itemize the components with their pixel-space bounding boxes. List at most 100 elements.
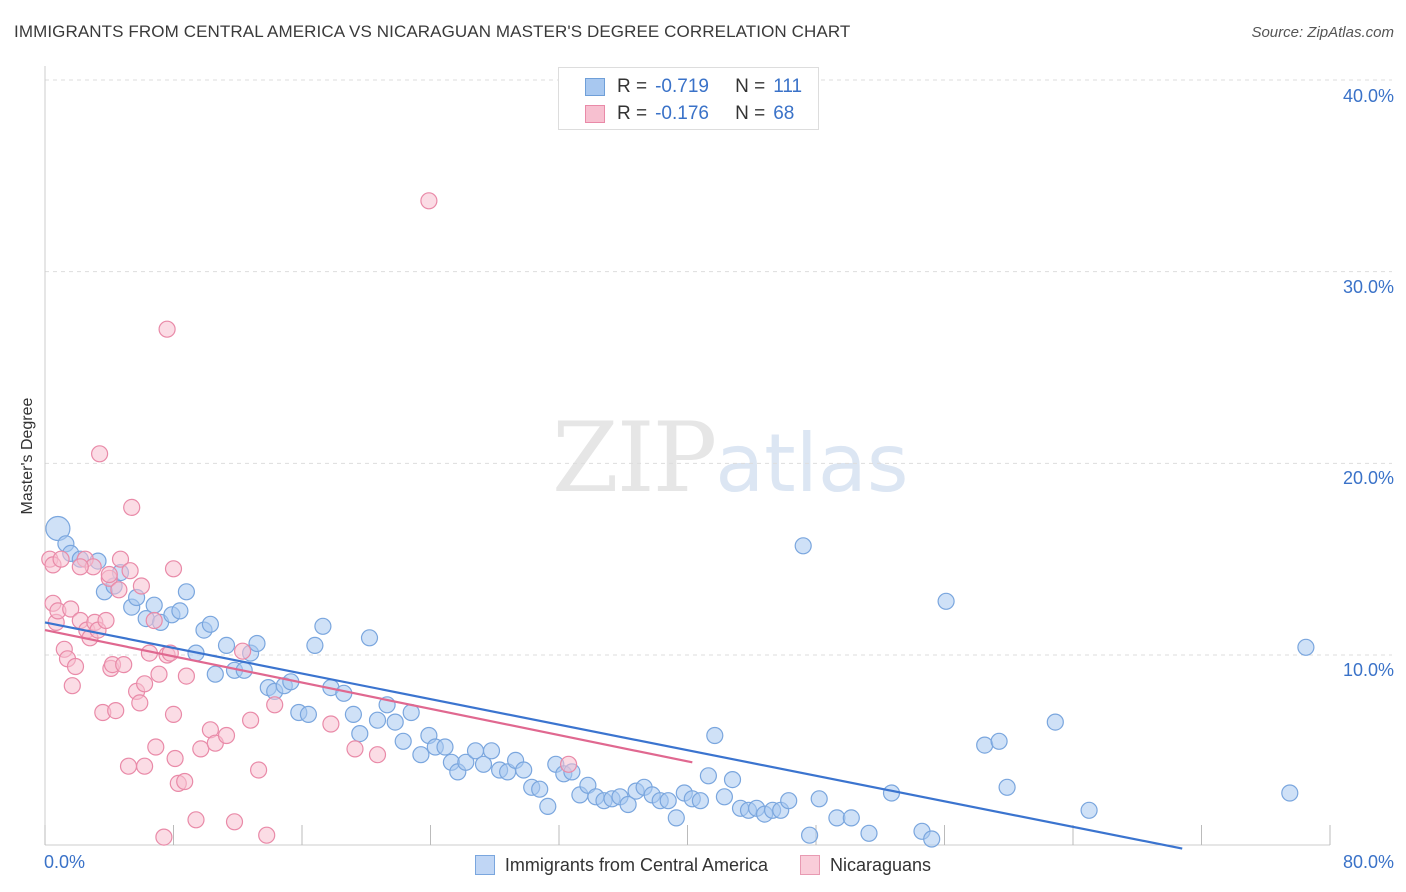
central-america-point (780, 792, 798, 810)
x-axis-min-label: 0.0% (44, 852, 86, 872)
y-tick-label: 30.0% (1342, 277, 1394, 297)
nicaraguan-point (177, 667, 195, 685)
central-america-point (515, 761, 533, 779)
central-america-point (474, 755, 493, 773)
nicaraguan-point (52, 550, 70, 568)
y-tick-label: 40.0% (1342, 86, 1394, 106)
trend-lines (44, 621, 1183, 850)
x-axis-max-label: 80.0% (1342, 852, 1394, 872)
y-tick-label: 20.0% (1342, 468, 1394, 488)
r-label: R = (617, 76, 648, 97)
central-america-point (201, 615, 219, 633)
central-america-point (344, 705, 362, 724)
central-america-point (1281, 784, 1299, 802)
nicaraguan-point (368, 746, 387, 764)
legend-swatch-central-america (474, 855, 495, 875)
central-america-point (299, 705, 317, 724)
central-america-point (368, 711, 387, 729)
nicaraguan-point (136, 675, 154, 693)
central-america-point (1297, 638, 1315, 656)
central-america-point (457, 753, 475, 771)
nicaraguan-point (97, 611, 115, 630)
y-tick-label: 10.0% (1342, 660, 1394, 680)
nicaraguan-point (147, 738, 165, 756)
central-america-point (306, 636, 324, 655)
r-label: R = (617, 103, 648, 124)
central-america-point (937, 592, 955, 610)
r-value: -0.719 (655, 76, 709, 97)
nicaraguan-point (164, 560, 183, 578)
central-america-point (715, 788, 734, 806)
n-value: 111 (773, 76, 803, 97)
nicaraguan-point (187, 811, 205, 829)
n-label: N = (735, 103, 766, 124)
nicaraguan-point (266, 696, 284, 714)
central-america-point (412, 746, 430, 764)
nicaraguan-point (150, 665, 168, 683)
swatch-central-america (585, 78, 605, 96)
central-america-point (860, 824, 878, 842)
central-america-point (1080, 801, 1098, 819)
central-america-point (248, 634, 266, 653)
nicaraguan-point (258, 826, 276, 844)
r-value: -0.176 (655, 103, 709, 124)
stats-legend: R = -0.719 N = 111 R = -0.176 N = 68 (558, 67, 819, 130)
central-america-point (217, 636, 236, 655)
nicaraguan-point (250, 761, 268, 779)
n-value: 68 (773, 103, 795, 124)
nicaraguan-point (115, 655, 133, 674)
stats-row-central-america: R = -0.719 N = 111 (585, 73, 802, 101)
legend-item-nicaraguans[interactable]: Nicaraguans (800, 855, 931, 876)
nicaraguan-point (559, 755, 578, 773)
central-america-point (976, 736, 994, 754)
nicaraguan-point (62, 600, 80, 618)
legend-label: Nicaraguans (830, 854, 932, 875)
central-america-point (842, 809, 860, 827)
nicaraguan-point (90, 445, 109, 463)
central-america-point (723, 770, 742, 789)
nicaraguan-point (420, 192, 438, 210)
central-america-point (145, 596, 163, 614)
nicaraguan-point (225, 813, 244, 831)
central-america-point (619, 795, 637, 814)
nicaraguan-point (242, 711, 260, 729)
nicaraguan-point (111, 550, 130, 568)
central-america-point (177, 583, 195, 601)
central-america-point (482, 742, 501, 760)
central-america-point (539, 797, 557, 816)
nicaraguan-point (192, 740, 210, 758)
central-america-point (828, 809, 846, 827)
central-america-point (923, 830, 941, 848)
stats-row-nicaraguans: R = -0.176 N = 68 (585, 100, 794, 128)
nicaraguan-point (110, 581, 128, 599)
central-america-point (394, 732, 412, 750)
data-points (41, 192, 1315, 848)
central-america-point (531, 780, 549, 798)
nicaraguan-point (107, 701, 125, 720)
nicaraguan-point (132, 577, 150, 595)
central-america-point (436, 738, 454, 756)
nicaraguan-point (131, 694, 149, 712)
nicaraguan-point (217, 726, 236, 745)
nicaraguan-point (158, 320, 176, 338)
nicaraguan-point (123, 498, 141, 516)
central-america-point (351, 724, 369, 743)
central-america-point (386, 713, 404, 731)
central-america-point (1046, 713, 1064, 731)
nicaraguan-trendline (44, 629, 693, 764)
central-america-point (667, 809, 685, 827)
watermark-atlas: atlas (715, 417, 909, 510)
central-america-point (171, 602, 189, 620)
swatch-nicaraguans (585, 105, 605, 123)
central-america-point (810, 790, 828, 808)
central-america-point (998, 778, 1016, 796)
legend-item-central-america[interactable]: Immigrants from Central America (474, 854, 768, 876)
central-america-point (45, 515, 71, 542)
legend-label: Immigrants from Central America (504, 854, 768, 875)
nicaraguan-point (66, 657, 85, 676)
central-america-point (206, 665, 224, 683)
n-label: N = (735, 76, 766, 97)
watermark: ZIPatlas (552, 402, 909, 514)
nicaraguan-point (71, 558, 89, 576)
